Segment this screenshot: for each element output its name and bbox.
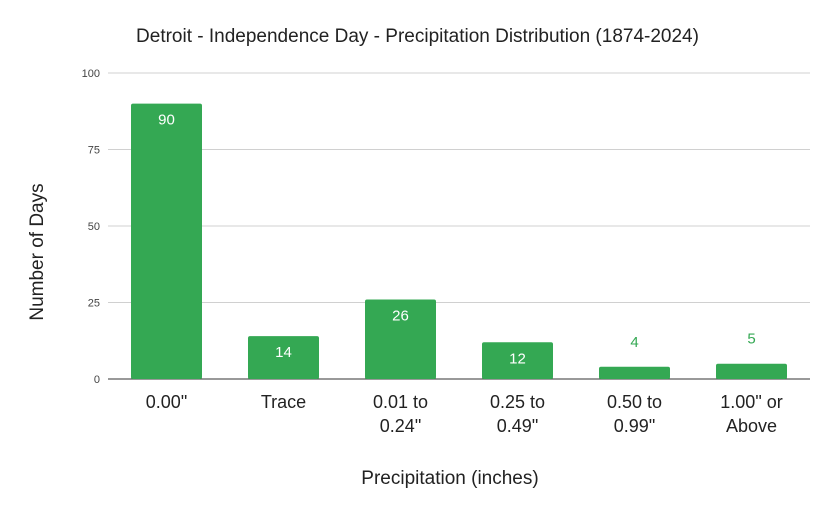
x-tick-label: 0.25 to 0.49" — [490, 392, 545, 436]
chart-title: Detroit - Independence Day - Precipitati… — [136, 26, 699, 47]
y-tick-label: 0 — [94, 374, 100, 386]
bar-value-label: 14 — [275, 344, 292, 361]
bar — [716, 363, 787, 379]
bar — [248, 336, 319, 379]
x-tick-label: 1.00" or Above — [720, 392, 782, 436]
bar-value-label: 5 — [747, 331, 755, 348]
x-tick-label: Trace — [261, 392, 306, 412]
bar — [482, 342, 553, 379]
bar-value-label: 12 — [509, 350, 526, 367]
bar — [131, 103, 202, 379]
y-tick-label: 25 — [88, 298, 100, 310]
y-tick-label: 100 — [82, 68, 100, 80]
bar — [599, 366, 670, 379]
x-tick-label: 0.00" — [146, 392, 187, 412]
bar-value-label: 4 — [630, 334, 638, 351]
x-tick-label: 0.01 to 0.24" — [373, 392, 428, 436]
bar-value-label: 90 — [158, 112, 175, 129]
y-tick-label: 50 — [88, 221, 100, 233]
x-tick-label: 0.50 to 0.99" — [607, 392, 662, 436]
x-axis-title: Precipitation (inches) — [361, 468, 539, 489]
bar — [365, 299, 436, 379]
y-tick-label: 75 — [88, 145, 100, 157]
bar-value-label: 26 — [392, 307, 409, 324]
